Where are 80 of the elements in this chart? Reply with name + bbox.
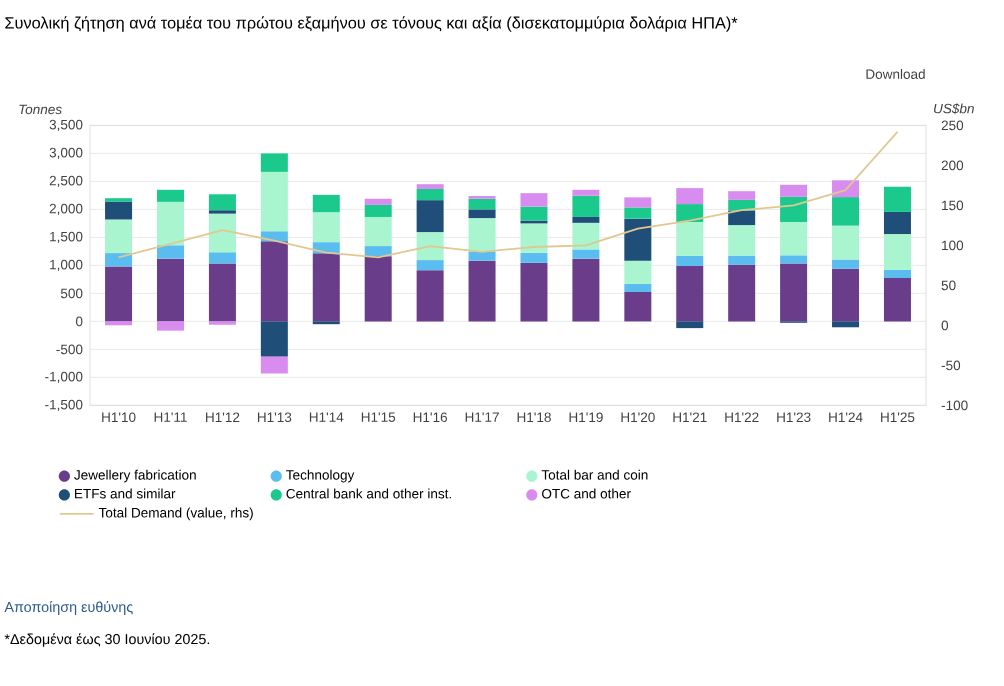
bar bbox=[312, 253, 340, 322]
bar bbox=[156, 321, 184, 331]
bar bbox=[832, 259, 860, 269]
bar bbox=[105, 266, 133, 322]
bar bbox=[156, 189, 184, 202]
bar bbox=[728, 225, 756, 256]
bar bbox=[105, 201, 133, 220]
bar bbox=[676, 204, 704, 223]
bar bbox=[780, 255, 808, 264]
bar bbox=[520, 262, 548, 322]
bar bbox=[105, 253, 133, 267]
bar bbox=[883, 211, 911, 235]
bar bbox=[728, 191, 756, 200]
line-series bbox=[117, 130, 899, 259]
bar bbox=[572, 189, 600, 196]
bar bbox=[416, 260, 444, 271]
bar bbox=[832, 225, 860, 260]
bar bbox=[156, 245, 184, 259]
bar bbox=[572, 222, 600, 250]
bar bbox=[520, 193, 548, 207]
bar bbox=[260, 356, 288, 374]
bar bbox=[416, 270, 444, 322]
bar bbox=[208, 252, 236, 264]
bar bbox=[520, 206, 548, 221]
bar bbox=[624, 197, 652, 208]
bar bbox=[312, 212, 340, 243]
bar bbox=[676, 255, 704, 266]
bar bbox=[572, 195, 600, 217]
bar bbox=[624, 207, 652, 219]
bar bbox=[883, 278, 911, 322]
bar bbox=[520, 252, 548, 263]
bar bbox=[624, 283, 652, 292]
bar bbox=[572, 216, 600, 223]
bar bbox=[728, 210, 756, 226]
bar bbox=[208, 213, 236, 253]
bar bbox=[156, 201, 184, 246]
bar bbox=[312, 194, 340, 213]
bar bbox=[416, 188, 444, 201]
bar bbox=[832, 321, 860, 328]
bar bbox=[780, 184, 808, 197]
bar bbox=[676, 222, 704, 256]
bar bbox=[780, 222, 808, 256]
bar bbox=[883, 234, 911, 270]
bar bbox=[624, 218, 652, 261]
bar bbox=[468, 198, 496, 210]
bar bbox=[624, 292, 652, 322]
bar bbox=[156, 258, 184, 322]
bar bbox=[260, 321, 288, 357]
bar bbox=[364, 198, 392, 205]
bar bbox=[208, 194, 236, 211]
bar bbox=[260, 171, 288, 232]
bar bbox=[780, 263, 808, 322]
bar bbox=[728, 264, 756, 322]
bar bbox=[676, 321, 704, 329]
bar bbox=[728, 255, 756, 265]
bar bbox=[624, 260, 652, 284]
bar bbox=[260, 153, 288, 172]
bar bbox=[676, 188, 704, 205]
bar bbox=[572, 249, 600, 259]
bar bbox=[572, 258, 600, 322]
bar bbox=[208, 263, 236, 322]
bar bbox=[416, 200, 444, 233]
bar bbox=[468, 260, 496, 322]
bar bbox=[364, 256, 392, 322]
bar bbox=[416, 232, 444, 261]
bar bbox=[105, 219, 133, 254]
bar bbox=[883, 269, 911, 278]
bar bbox=[832, 197, 860, 226]
bar bbox=[364, 246, 392, 257]
bar bbox=[364, 216, 392, 247]
bar bbox=[883, 186, 911, 212]
bar bbox=[520, 223, 548, 253]
bar bbox=[260, 241, 288, 322]
bar bbox=[364, 204, 392, 217]
bar bbox=[468, 209, 496, 219]
bar bbox=[468, 218, 496, 252]
bar bbox=[780, 196, 808, 223]
bar bbox=[832, 268, 860, 322]
chart-title: Συνολική ζήτηση ανά τομέα του πρώτου εξαμήνου σε τόνους και αξία (δισεκατομμύρια δολάρια ΗΠΑ)* bbox=[5, 16, 738, 32]
bar bbox=[676, 265, 704, 322]
